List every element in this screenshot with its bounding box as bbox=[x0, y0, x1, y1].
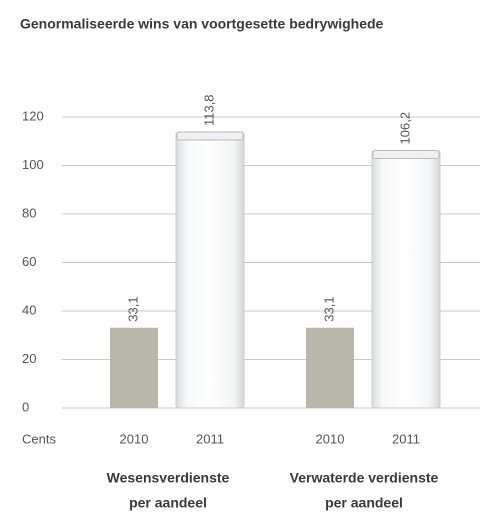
group-label: Wesensverdienste bbox=[107, 470, 230, 486]
value-label: 106,2 bbox=[397, 112, 412, 145]
x-tick-label: 2010 bbox=[120, 431, 149, 446]
y-tick-label: 0 bbox=[22, 399, 29, 414]
y-tick-label: 120 bbox=[22, 108, 44, 123]
y-axis-label: Cents bbox=[22, 431, 56, 446]
glass-bar bbox=[175, 131, 245, 409]
x-tick-label: 2010 bbox=[316, 431, 345, 446]
y-tick-label: 80 bbox=[22, 205, 36, 220]
bar bbox=[306, 327, 354, 408]
group-label: per aandeel bbox=[325, 495, 403, 511]
x-tick-label: 2011 bbox=[392, 431, 420, 446]
glass-rim bbox=[176, 131, 244, 141]
y-tick-label: 60 bbox=[22, 254, 36, 269]
value-label: 113,8 bbox=[201, 94, 216, 126]
group-label: Verwaterde verdienste bbox=[290, 470, 439, 486]
glass-bar bbox=[371, 149, 441, 409]
y-tick-label: 20 bbox=[22, 351, 36, 366]
glass-rim bbox=[372, 149, 440, 159]
x-tick-label: 2011 bbox=[196, 431, 224, 446]
y-tick-label: 100 bbox=[22, 157, 44, 172]
chart-title: Genormaliseerde wins van voortgesette be… bbox=[20, 16, 384, 32]
value-label: 33,1 bbox=[125, 296, 140, 321]
value-label: 33,1 bbox=[321, 296, 336, 321]
y-tick-label: 40 bbox=[22, 302, 36, 317]
bar bbox=[110, 327, 158, 408]
group-label: per aandeel bbox=[129, 495, 207, 511]
